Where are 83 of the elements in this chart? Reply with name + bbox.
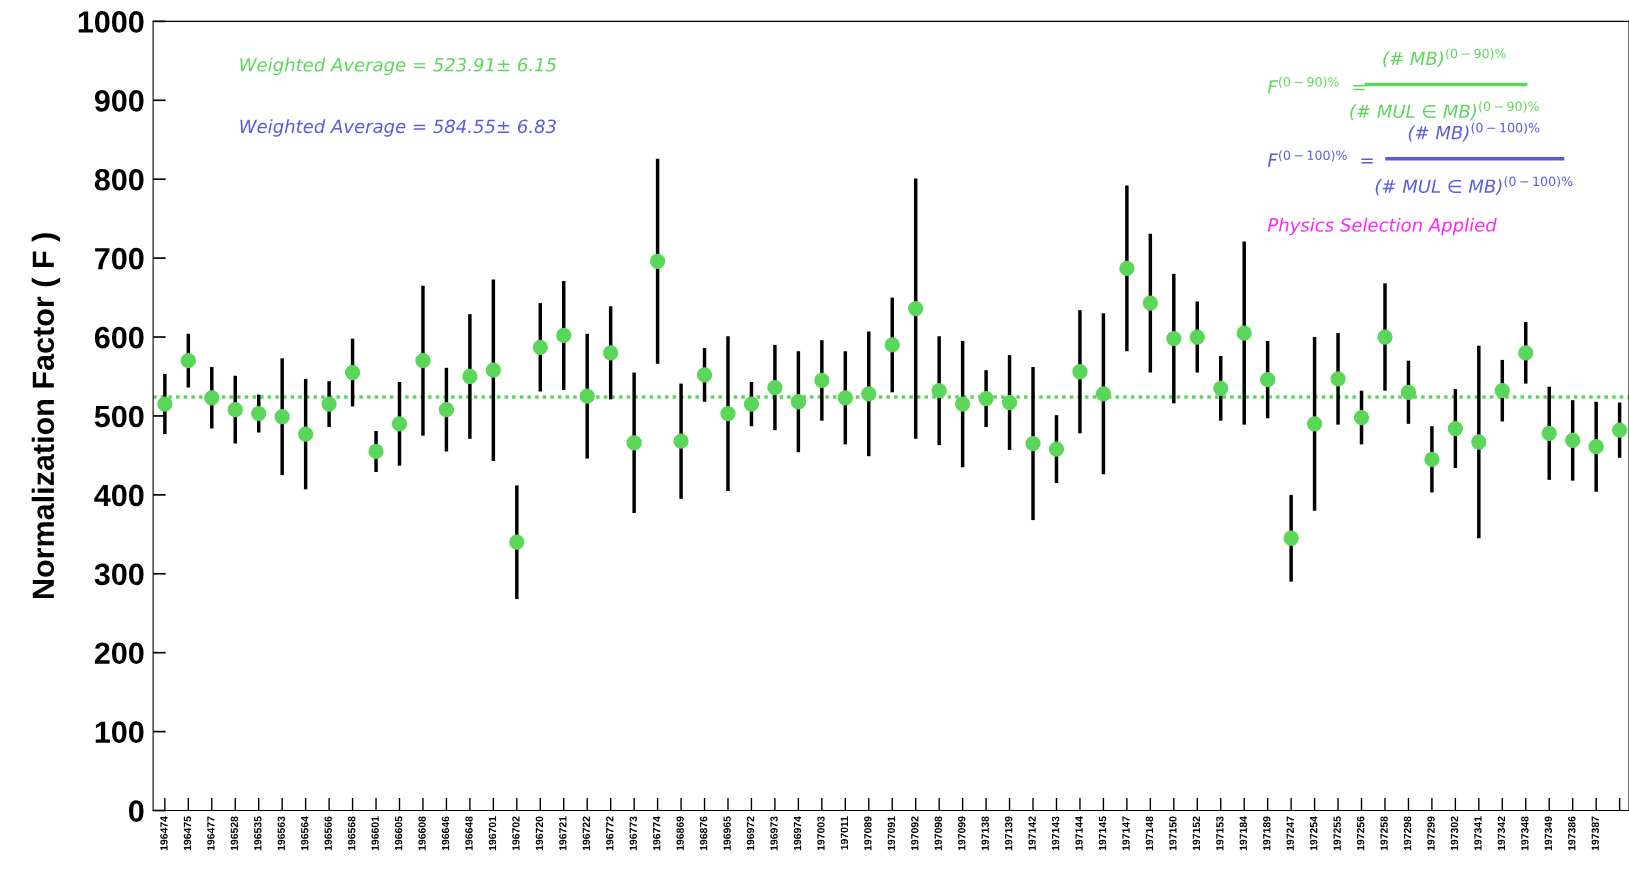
x-tick-label: 196974	[793, 816, 802, 851]
x-tick-label: 196535	[254, 816, 262, 851]
x-tick-label: 196722	[582, 816, 590, 851]
annotation: Physics Selection Applied	[1267, 217, 1497, 236]
annotation: F$^{(0−100)%}$ =	[1267, 150, 1373, 167]
annotation: Weighted Average = 584.55± 6.83	[240, 119, 556, 137]
y-tick-label: 200	[94, 642, 144, 665]
x-tick-label: 196772	[606, 816, 614, 851]
x-tick-label: 196475	[183, 816, 192, 851]
x-tick-label: 196648	[465, 816, 473, 851]
x-tick-label: 197098	[934, 816, 942, 851]
x-tick-label: 196721	[559, 816, 567, 851]
x-tick-label: 196601	[371, 816, 379, 851]
annotation: (# MB)$^{(0−90)%}$	[1383, 48, 1506, 68]
x-tick-label: 196972	[746, 816, 755, 851]
x-tick-label: 197386	[1568, 816, 1576, 851]
x-tick-label: 197139	[1004, 816, 1013, 851]
x-tick-label: 197003	[817, 816, 825, 851]
y-tick-label: 700	[95, 247, 144, 270]
x-tick-label: 197144	[1075, 816, 1083, 851]
x-tick-label: 196701	[488, 816, 497, 851]
y-tick-label: 100	[95, 721, 144, 743]
x-tick-label: 197302	[1450, 816, 1459, 851]
x-tick-label: 196869	[676, 816, 684, 851]
x-tick-label: 196564	[301, 816, 309, 851]
x-tick-label: 197153	[1216, 816, 1224, 851]
x-tick-label: 197298	[1403, 816, 1412, 851]
x-tick-label: 196773	[629, 816, 637, 851]
x-tick-label: 196605	[394, 816, 403, 851]
annotation: F$^{(0−90)%}$ =	[1267, 76, 1365, 94]
x-tick-label: 196720	[535, 816, 544, 851]
x-tick-label: 197258	[1380, 816, 1388, 851]
x-tick-label: 197150	[1169, 816, 1177, 851]
y-axis-title: Normalization Factor ( F )	[31, 233, 61, 599]
x-tick-label: 196965	[723, 816, 731, 851]
x-tick-label: 197099	[958, 816, 966, 851]
x-tick-label: 197341	[1474, 816, 1482, 851]
x-tick-label: 196568	[347, 816, 356, 851]
x-tick-label: 196646	[441, 816, 450, 851]
x-tick-label: 197387	[1591, 816, 1599, 851]
x-tick-label: 196563	[277, 816, 285, 851]
x-tick-label: 197189	[1263, 816, 1271, 851]
x-tick-label: 197138	[981, 816, 989, 851]
x-tick-label: 196973	[770, 816, 778, 851]
x-tick-label: 197184	[1239, 816, 1247, 851]
x-tick-label: 197092	[911, 816, 919, 851]
x-tick-label: 197342	[1497, 816, 1506, 851]
x-tick-label: 197152	[1192, 816, 1201, 851]
y-tick-label: 0	[129, 800, 144, 822]
x-tick-label: 196528	[230, 816, 239, 851]
x-tick-label: 197255	[1333, 816, 1341, 851]
x-tick-label: 197348	[1521, 816, 1529, 851]
x-tick-label: 196608	[418, 816, 426, 851]
x-tick-label: 197091	[887, 816, 896, 851]
x-tick-label: 196566	[324, 816, 332, 851]
x-tick-label: 197142	[1028, 816, 1036, 851]
x-tick-label: 197089	[864, 816, 872, 851]
annotation: Weighted Average = 523.91± 6.15	[240, 57, 557, 76]
x-tick-label: 197011	[840, 816, 849, 850]
x-tick-label: 197254	[1310, 816, 1318, 851]
x-tick-label: 197247	[1286, 816, 1294, 851]
y-tick-label: 900	[94, 90, 144, 112]
x-tick-label: 196477	[207, 816, 215, 851]
x-tick-label: 197299	[1427, 816, 1435, 851]
y-tick-label: 300	[94, 563, 144, 586]
x-tick-label: 197148	[1145, 816, 1154, 851]
x-tick-label: 196474	[160, 816, 168, 851]
annotation: (# MUL ∈ MB)$^{(0−90)%}$	[1350, 101, 1539, 121]
y-tick-label: 800	[94, 168, 144, 191]
x-tick-label: 197256	[1356, 816, 1365, 851]
x-tick-label: 197143	[1051, 816, 1060, 851]
x-tick-label: 197349	[1544, 816, 1553, 851]
x-tick-label: 197147	[1122, 816, 1130, 851]
y-tick-label: 400	[94, 484, 144, 507]
y-tick-label: 500	[94, 405, 144, 428]
x-tick-label: 197145	[1098, 816, 1107, 851]
y-tick-label: 600	[94, 326, 144, 349]
x-tick-label: 196702	[512, 816, 520, 851]
x-tick-label: 196876	[699, 816, 708, 851]
y-tick-label: 1000	[78, 11, 144, 33]
x-tick-label: 196774	[653, 816, 661, 851]
annotation: (# MB)$^{(0−100)%}$	[1408, 122, 1540, 142]
annotation: (# MUL ∈ MB)$^{(0−100)%}$	[1375, 176, 1573, 196]
